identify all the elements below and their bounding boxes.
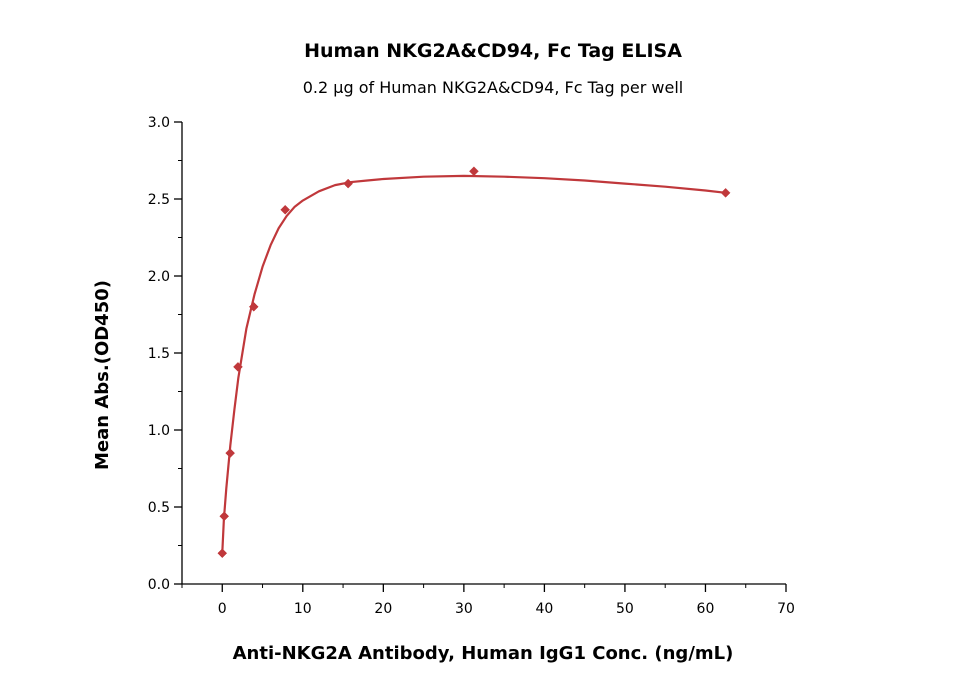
x-tick-label: 0 <box>218 601 227 617</box>
data-point <box>343 178 353 189</box>
x-tick-label: 40 <box>535 601 553 617</box>
data-point <box>233 362 243 372</box>
data-point <box>225 448 236 458</box>
data-point <box>469 166 479 177</box>
y-tick-label: 0.0 <box>148 577 170 593</box>
x-tick-label: 70 <box>777 601 795 617</box>
y-tick-label: 2.5 <box>148 192 170 208</box>
x-tick-label: 30 <box>455 601 473 617</box>
x-tick-label: 50 <box>616 601 634 617</box>
data-point <box>219 511 230 522</box>
data-points-layer <box>217 166 731 559</box>
data-point <box>217 548 228 559</box>
y-axis-label: Mean Abs.(OD450) <box>92 280 113 470</box>
y-tick-label: 0.5 <box>148 500 170 516</box>
chart-title: Human NKG2A&CD94, Fc Tag ELISA <box>304 40 682 62</box>
fit-curve <box>221 174 726 554</box>
data-point <box>248 301 259 312</box>
y-tick-label: 1.5 <box>148 346 170 362</box>
y-tick-label: 3.0 <box>148 115 170 131</box>
x-tick-label: 20 <box>374 601 392 617</box>
y-tick-label: 1.0 <box>148 423 170 439</box>
fit-curve-layer <box>221 174 726 554</box>
x-axis-label: Anti-NKG2A Antibody, Human IgG1 Conc. (n… <box>233 643 734 664</box>
axes: 0.0 0.5 1.0 1.5 2.0 2.5 3.0 0 10 20 30 40 50 60 70 <box>148 115 795 617</box>
chart-subtitle: 0.2 μg of Human NKG2A&CD94, Fc Tag per w… <box>303 78 683 97</box>
x-tick-label: 10 <box>294 601 312 617</box>
y-tick-label: 2.0 <box>148 269 170 285</box>
x-tick-label: 60 <box>697 601 715 617</box>
data-point <box>720 187 731 198</box>
data-point <box>280 204 291 215</box>
